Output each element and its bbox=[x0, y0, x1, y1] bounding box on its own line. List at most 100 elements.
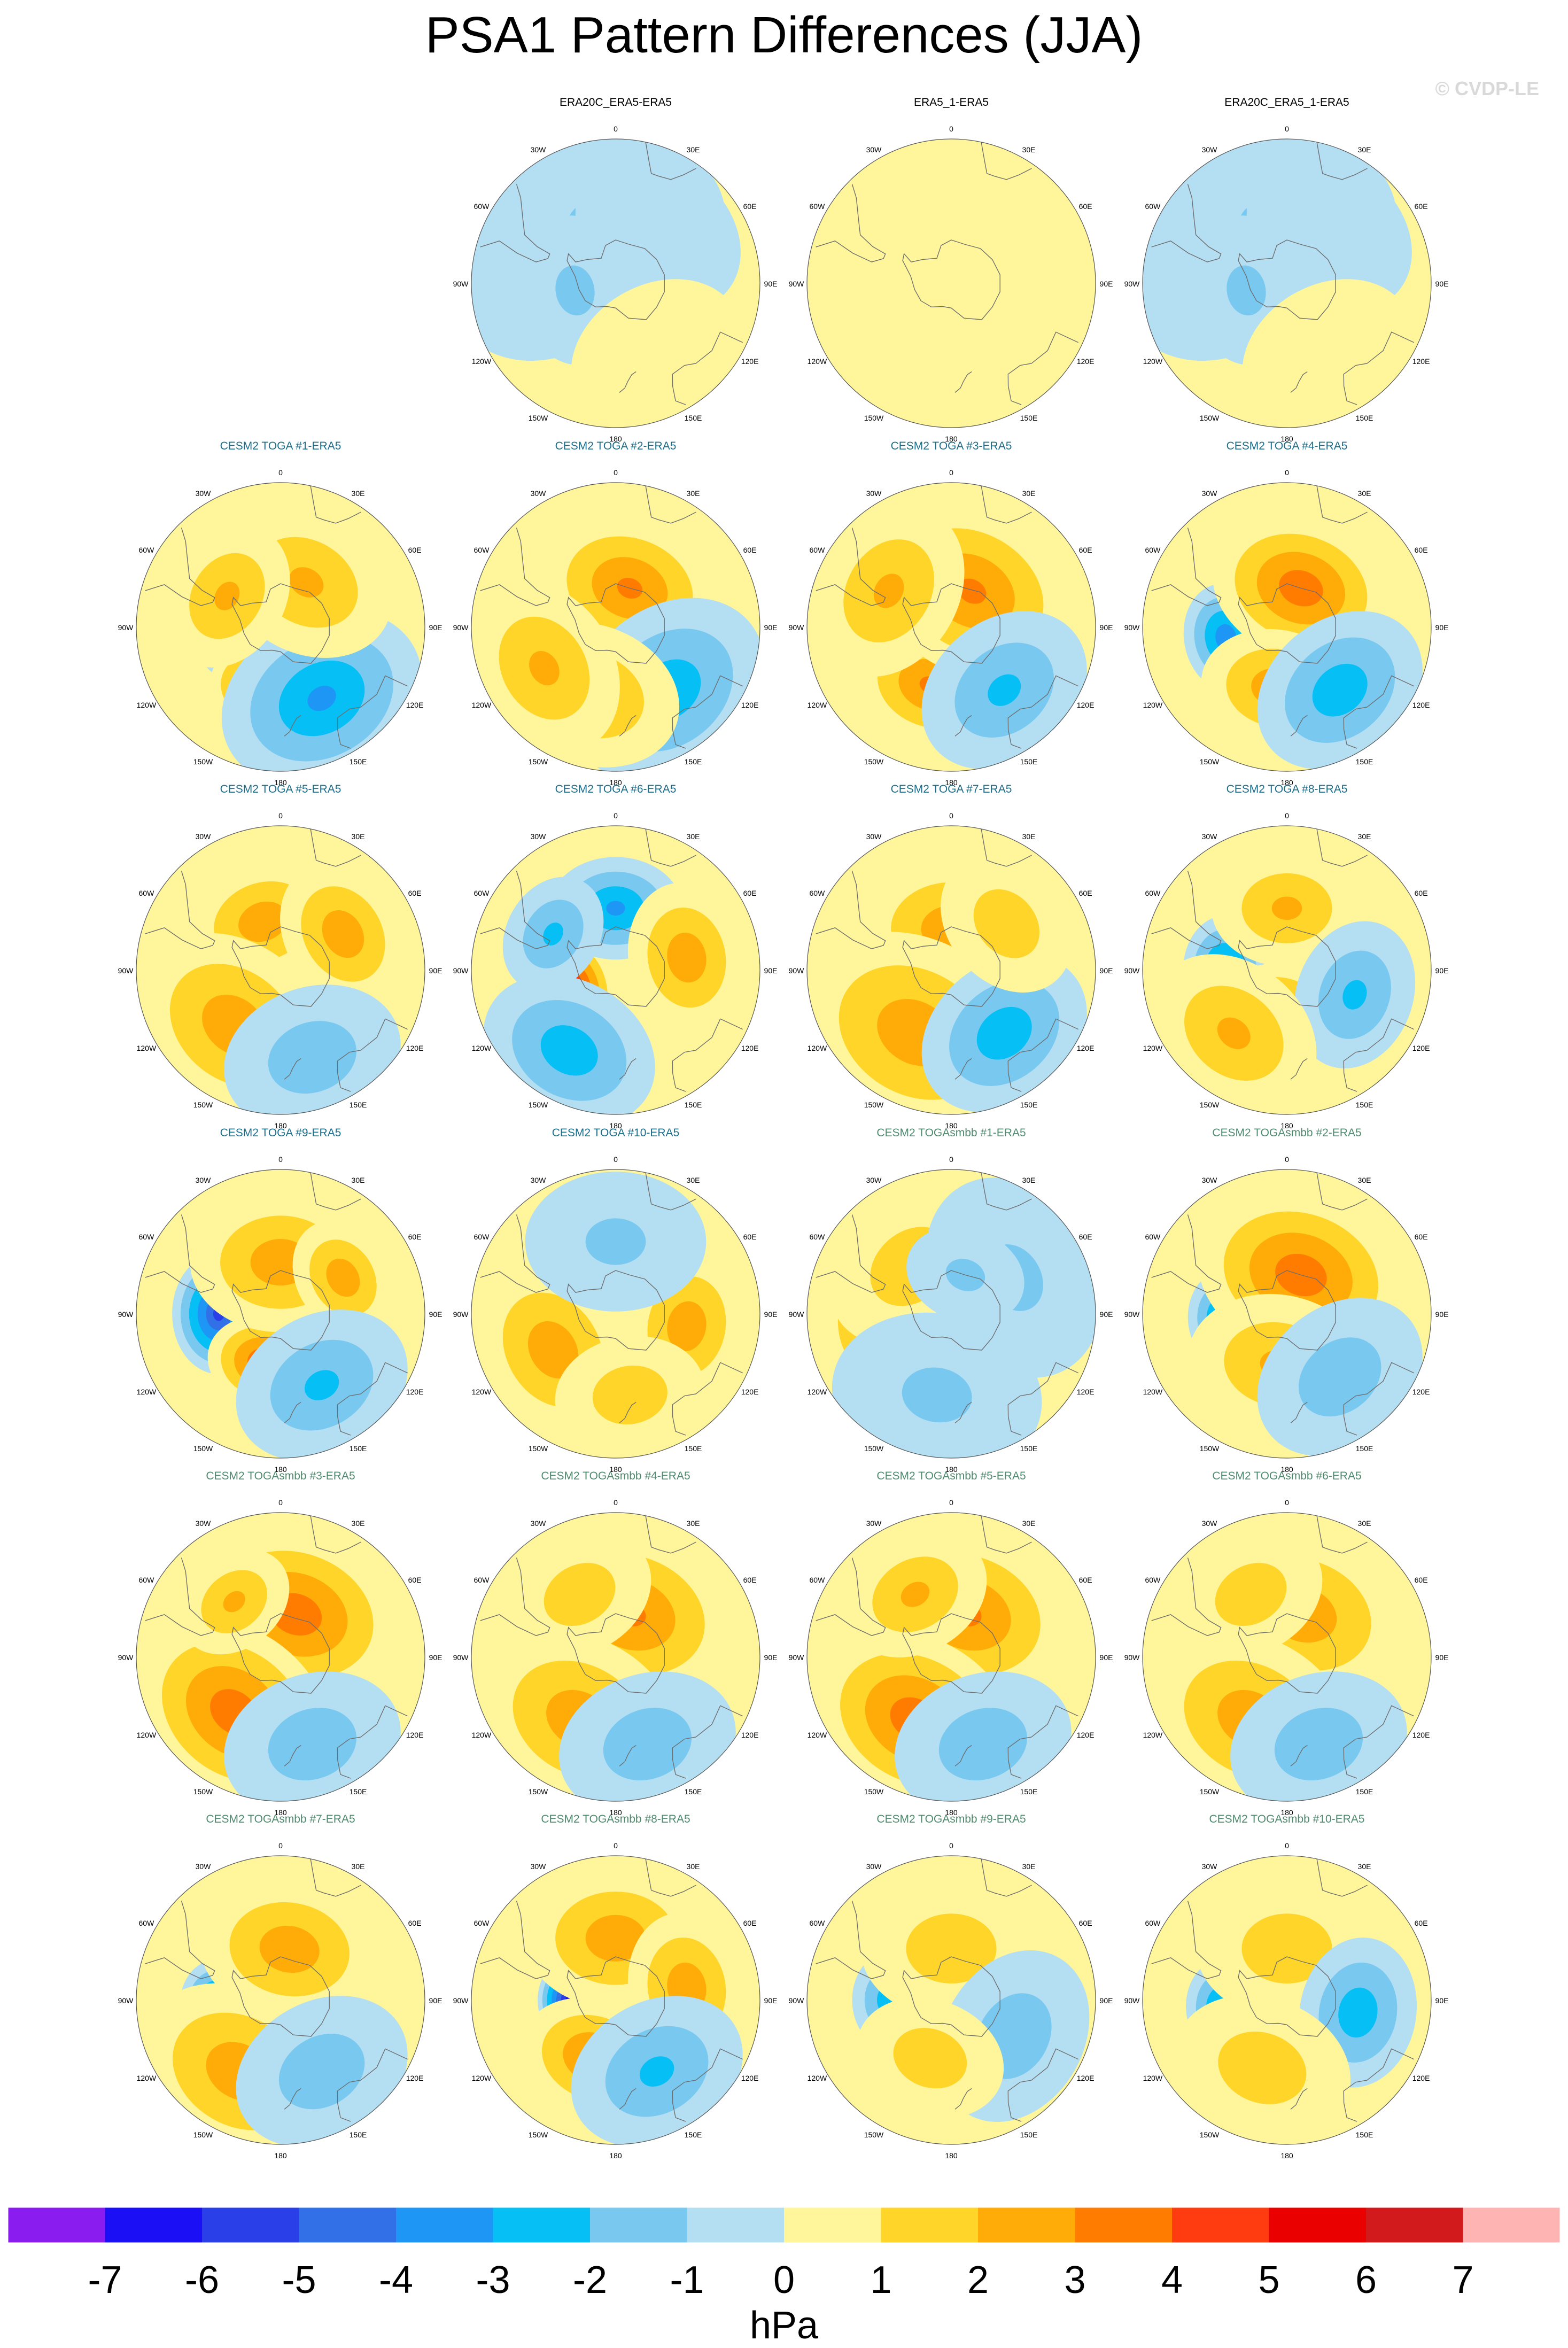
longitude-label: 60E bbox=[743, 889, 757, 897]
longitude-label: 120E bbox=[406, 2074, 424, 2082]
longitude-label: 60W bbox=[810, 202, 826, 211]
contour-region bbox=[976, 1006, 1032, 1060]
longitude-label: 30W bbox=[196, 489, 212, 498]
longitude-label: 90E bbox=[429, 623, 443, 632]
map-border bbox=[136, 825, 425, 1115]
longitude-label: 180 bbox=[945, 1465, 958, 1474]
coastline bbox=[1151, 1901, 1222, 1979]
contour-region bbox=[289, 567, 324, 598]
longitude-label: 0 bbox=[278, 1498, 283, 1507]
coastline bbox=[816, 184, 886, 262]
coastline bbox=[1316, 142, 1368, 180]
coastline bbox=[645, 142, 696, 180]
longitude-label: 0 bbox=[614, 125, 618, 133]
panel-title: CESM2 TOGAsmbb #3-ERA5 bbox=[206, 1470, 355, 1482]
contour-region bbox=[988, 674, 1021, 706]
coastline bbox=[1238, 583, 1336, 664]
coastline bbox=[1238, 926, 1336, 1007]
coastline bbox=[310, 828, 361, 867]
longitude-label: 90E bbox=[1435, 966, 1449, 975]
longitude-label: 30E bbox=[352, 1176, 365, 1184]
longitude-label: 90E bbox=[1100, 280, 1113, 288]
coastline bbox=[480, 1901, 550, 1979]
longitude-label: 180 bbox=[945, 778, 958, 787]
longitude-label: 150W bbox=[193, 1101, 213, 1109]
coastline bbox=[1007, 2048, 1078, 2122]
panel-title: CESM2 TOGAsmbb #6-ERA5 bbox=[1212, 1470, 1361, 1482]
coastline bbox=[337, 1018, 408, 1092]
longitude-label: 60E bbox=[743, 202, 757, 211]
coastline bbox=[1343, 675, 1414, 749]
longitude-label: 90E bbox=[1100, 1653, 1113, 1662]
longitude-label: 0 bbox=[949, 1155, 953, 1164]
coastline bbox=[145, 1557, 215, 1636]
longitude-label: 150E bbox=[1356, 757, 1373, 766]
longitude-label: 60W bbox=[474, 1233, 490, 1241]
contour-region bbox=[304, 1370, 339, 1400]
coastline bbox=[1290, 2088, 1308, 2110]
map-panel: CESM2 TOGA #8-ERA5 0 30E 60E 90E 120E 150E 180 1… bbox=[1124, 783, 1449, 1130]
longitude-label: 0 bbox=[949, 811, 953, 820]
coastline bbox=[231, 926, 330, 1007]
longitude-label: 30W bbox=[1202, 1176, 1218, 1184]
longitude-label: 60E bbox=[1415, 546, 1428, 554]
longitude-label: 30E bbox=[687, 1176, 700, 1184]
coastline bbox=[1007, 675, 1078, 749]
coastline bbox=[816, 871, 886, 949]
coastline bbox=[566, 926, 665, 1007]
longitude-label: 60E bbox=[1079, 1919, 1092, 1927]
map-border bbox=[806, 1855, 1096, 2145]
longitude-label: 90W bbox=[453, 280, 469, 288]
contour-region bbox=[527, 1321, 579, 1378]
map-panel: CESM2 TOGA #9-ERA5 0 30E 60E 90E 120E 150E 180 1… bbox=[118, 1127, 443, 1474]
longitude-label: 30E bbox=[1022, 145, 1036, 154]
panel-title: CESM2 TOGA #8-ERA5 bbox=[1227, 783, 1348, 795]
contour-region bbox=[893, 2028, 967, 2089]
longitude-label: 90W bbox=[789, 966, 805, 975]
longitude-label: 120E bbox=[1412, 2074, 1430, 2082]
colorbar-tick-label: -3 bbox=[476, 2259, 510, 2301]
longitude-label: 180 bbox=[609, 1808, 622, 1817]
longitude-label: 180 bbox=[1280, 435, 1293, 443]
contour-region bbox=[540, 1025, 598, 1076]
longitude-label: 150W bbox=[529, 2130, 548, 2139]
longitude-label: 30E bbox=[687, 1519, 700, 1528]
longitude-label: 150W bbox=[1200, 414, 1220, 422]
longitude-label: 180 bbox=[609, 1465, 622, 1474]
longitude-label: 30W bbox=[196, 832, 212, 841]
longitude-label: 90E bbox=[764, 280, 778, 288]
map-border bbox=[471, 1855, 760, 2145]
longitude-label: 150W bbox=[529, 1444, 548, 1453]
map-panel: ERA5_1-ERA5 0 30E 60E 90E 120E 150E 180 150W 120W… bbox=[789, 96, 1113, 443]
longitude-label: 90W bbox=[1124, 1996, 1140, 2005]
coastline bbox=[310, 1515, 361, 1554]
coastline bbox=[337, 1362, 408, 1436]
map-border bbox=[471, 1512, 760, 1802]
longitude-label: 150E bbox=[685, 757, 702, 766]
contour-region bbox=[957, 578, 987, 604]
coastline bbox=[981, 1172, 1032, 1211]
longitude-label: 180 bbox=[945, 435, 958, 443]
longitude-label: 60W bbox=[474, 546, 490, 554]
longitude-label: 120E bbox=[1412, 1044, 1430, 1052]
coastline bbox=[231, 1613, 330, 1694]
contour-region bbox=[1227, 265, 1266, 316]
longitude-label: 60E bbox=[1415, 202, 1428, 211]
longitude-label: 60E bbox=[1415, 889, 1428, 897]
coastline bbox=[902, 583, 1000, 664]
longitude-label: 30W bbox=[531, 832, 547, 841]
longitude-label: 150W bbox=[1200, 757, 1220, 766]
longitude-label: 30W bbox=[866, 1519, 882, 1528]
coastline bbox=[954, 1745, 972, 1766]
longitude-label: 30W bbox=[866, 1176, 882, 1184]
longitude-label: 90E bbox=[764, 623, 778, 632]
longitude-label: 30E bbox=[1022, 1862, 1036, 1871]
colorbar-segment bbox=[8, 2207, 105, 2243]
longitude-label: 180 bbox=[1280, 2151, 1293, 2160]
coastline bbox=[566, 239, 665, 320]
map-border bbox=[806, 1169, 1096, 1459]
longitude-label: 150E bbox=[1020, 2130, 1038, 2139]
contour-region bbox=[326, 1258, 360, 1297]
longitude-label: 150E bbox=[1020, 1101, 1038, 1109]
longitude-label: 90W bbox=[453, 623, 469, 632]
